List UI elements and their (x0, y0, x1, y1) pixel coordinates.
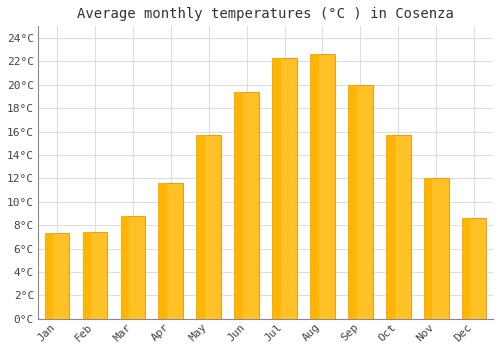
Bar (158, 183, 167, 319)
Bar (82, 232, 108, 319)
Bar (310, 54, 319, 319)
Bar (120, 216, 129, 319)
Bar (348, 85, 372, 319)
Bar (158, 183, 183, 319)
Bar (196, 135, 205, 319)
Bar (272, 58, 297, 319)
Bar (234, 92, 243, 319)
Bar (424, 178, 432, 319)
Bar (272, 58, 281, 319)
Bar (44, 233, 54, 319)
Title: Average monthly temperatures (°C ) in Cosenza: Average monthly temperatures (°C ) in Co… (77, 7, 454, 21)
Bar (234, 92, 259, 319)
Bar (82, 232, 92, 319)
Bar (386, 135, 410, 319)
Bar (44, 233, 70, 319)
Bar (462, 218, 470, 319)
Bar (120, 216, 145, 319)
Bar (310, 54, 335, 319)
Bar (348, 85, 356, 319)
Bar (462, 218, 486, 319)
Bar (386, 135, 394, 319)
Bar (424, 178, 448, 319)
Bar (196, 135, 221, 319)
